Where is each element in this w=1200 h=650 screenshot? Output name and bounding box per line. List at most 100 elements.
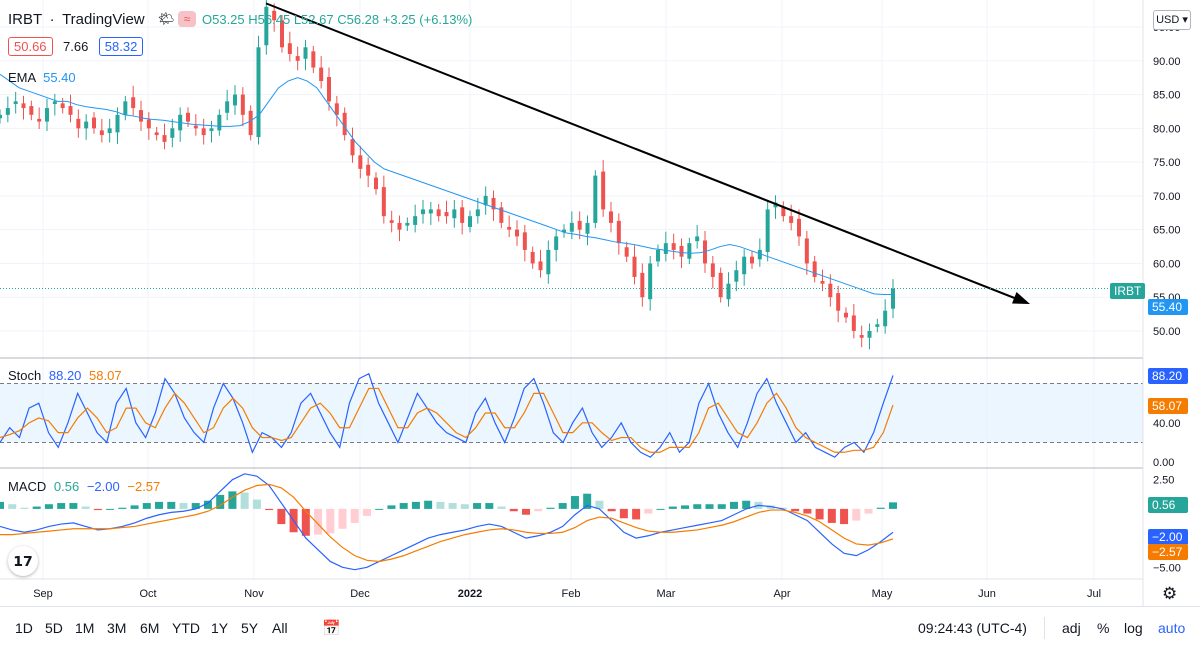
- log-toggle[interactable]: log: [1124, 620, 1143, 636]
- candle-body: [742, 256, 747, 275]
- timeframe-1d[interactable]: 1D: [15, 620, 33, 636]
- candle-body: [319, 67, 324, 82]
- symbol-name[interactable]: IRBT: [8, 11, 43, 28]
- candle-body: [460, 207, 465, 223]
- stoch-d-tag: 58.07: [1148, 398, 1188, 414]
- candle-body: [366, 164, 371, 176]
- macd-bar: [118, 507, 127, 509]
- time-axis[interactable]: Sep Oct Nov Dec 2022 Feb Mar Apr May Jun Jul: [33, 588, 1101, 600]
- candle-body: [444, 212, 449, 217]
- candle-body: [593, 175, 598, 223]
- grid: [0, 0, 1143, 579]
- macd-bar: [350, 508, 359, 523]
- candle-body: [193, 125, 198, 129]
- macd-bar: [583, 493, 592, 509]
- timeframe-all[interactable]: All: [272, 620, 288, 636]
- price-axis[interactable]: 95.0090.0085.0080.0075.0070.0065.0060.00…: [1153, 22, 1181, 338]
- tradingview-logo-icon[interactable]: 𝟭𝟳: [8, 546, 38, 576]
- candle-body: [718, 272, 723, 298]
- candle-body: [538, 261, 543, 271]
- bid-button[interactable]: 50.66: [8, 37, 53, 56]
- trendline[interactable]: [265, 2, 1023, 302]
- price-tick-label: 85.00: [1153, 90, 1181, 102]
- candle-body: [891, 288, 895, 309]
- candle-body: [844, 312, 848, 318]
- candle-body: [76, 118, 81, 129]
- adj-toggle[interactable]: adj: [1062, 620, 1081, 636]
- timeframe-ytd[interactable]: YTD: [172, 620, 200, 636]
- macd-bar: [473, 503, 482, 509]
- macd-bar: [668, 506, 677, 509]
- candle-body: [68, 106, 73, 115]
- macd-bar: [460, 504, 469, 509]
- candle-body: [726, 283, 731, 300]
- macd-bar: [485, 503, 494, 509]
- macd-value: −2.00: [86, 479, 120, 494]
- timeframe-5d[interactable]: 5D: [45, 620, 63, 636]
- macd-line: [0, 473, 894, 571]
- macd-bar: [106, 508, 115, 510]
- high-value: H56.45: [248, 12, 291, 27]
- macd-bar: [558, 503, 567, 509]
- candle-body: [812, 261, 817, 277]
- macd-bar: [803, 508, 812, 514]
- ask-button[interactable]: 58.32: [98, 37, 144, 56]
- timeframe-3m[interactable]: 3M: [107, 620, 127, 636]
- candle-body: [280, 20, 284, 48]
- timeframe-1m[interactable]: 1M: [75, 620, 95, 636]
- macd-axis[interactable]: 2.50 −5.00: [1153, 475, 1181, 575]
- time-tick-label: Jul: [1087, 588, 1101, 600]
- macd-bar: [69, 503, 78, 509]
- timeframe-5y[interactable]: 5Y: [241, 620, 259, 636]
- sun-icon[interactable]: 🌤: [158, 11, 175, 26]
- currency-label: USD: [1156, 14, 1180, 26]
- candle-body: [750, 256, 754, 264]
- macd-bar: [130, 505, 139, 509]
- candle-body: [663, 243, 668, 254]
- candle-body: [29, 106, 34, 115]
- divider: [1044, 617, 1045, 639]
- open-value: O53.25: [202, 12, 245, 27]
- percent-toggle[interactable]: %: [1097, 620, 1110, 636]
- macd-bar: [619, 508, 628, 519]
- candle-body: [272, 10, 277, 21]
- timeframe-6m[interactable]: 6M: [140, 620, 160, 636]
- candle-body: [436, 209, 441, 217]
- candle-body: [311, 51, 316, 68]
- bid-ask: 50.66 7.66 58.32: [8, 37, 144, 56]
- gear-icon[interactable]: ⚙: [1162, 584, 1178, 603]
- candle-body: [186, 112, 190, 122]
- candle-body: [397, 222, 402, 230]
- wave-icon[interactable]: ≈: [178, 11, 196, 27]
- macd-bar: [203, 500, 212, 509]
- macd-bar: [840, 508, 849, 525]
- candle-body: [99, 130, 104, 136]
- candle-body: [240, 94, 245, 115]
- macd-hist-tag: 0.56: [1148, 497, 1188, 513]
- macd-bar: [570, 496, 579, 509]
- candle-body: [342, 112, 347, 136]
- macd-bar: [497, 506, 506, 509]
- macd-bar: [448, 503, 457, 509]
- macd-bar: [632, 508, 641, 520]
- stoch-axis[interactable]: 40.00 0.00: [1153, 418, 1181, 469]
- candle-body: [648, 263, 653, 300]
- candle-body: [350, 139, 355, 156]
- candle-body: [131, 97, 136, 109]
- macd-bar: [411, 501, 420, 509]
- candle-body: [804, 238, 809, 264]
- macd-bar: [326, 508, 335, 534]
- currency-selector[interactable]: USD ▾: [1153, 10, 1191, 30]
- candle-body: [475, 209, 480, 217]
- date-range-icon[interactable]: 📅: [322, 620, 341, 637]
- low-value: L52.67: [293, 12, 334, 27]
- candle-body: [765, 209, 770, 252]
- stoch-d-line: [0, 387, 894, 453]
- auto-toggle[interactable]: auto: [1158, 620, 1186, 636]
- timeframe-1y[interactable]: 1Y: [211, 620, 229, 636]
- macd-bar: [301, 508, 310, 536]
- candle-body: [413, 216, 418, 225]
- macd-bar: [546, 507, 555, 509]
- clock-time[interactable]: 09:24:43 (UTC-4): [918, 620, 1027, 636]
- chart-canvas[interactable]: 95.0090.0085.0080.0075.0070.0065.0060.00…: [0, 0, 1200, 606]
